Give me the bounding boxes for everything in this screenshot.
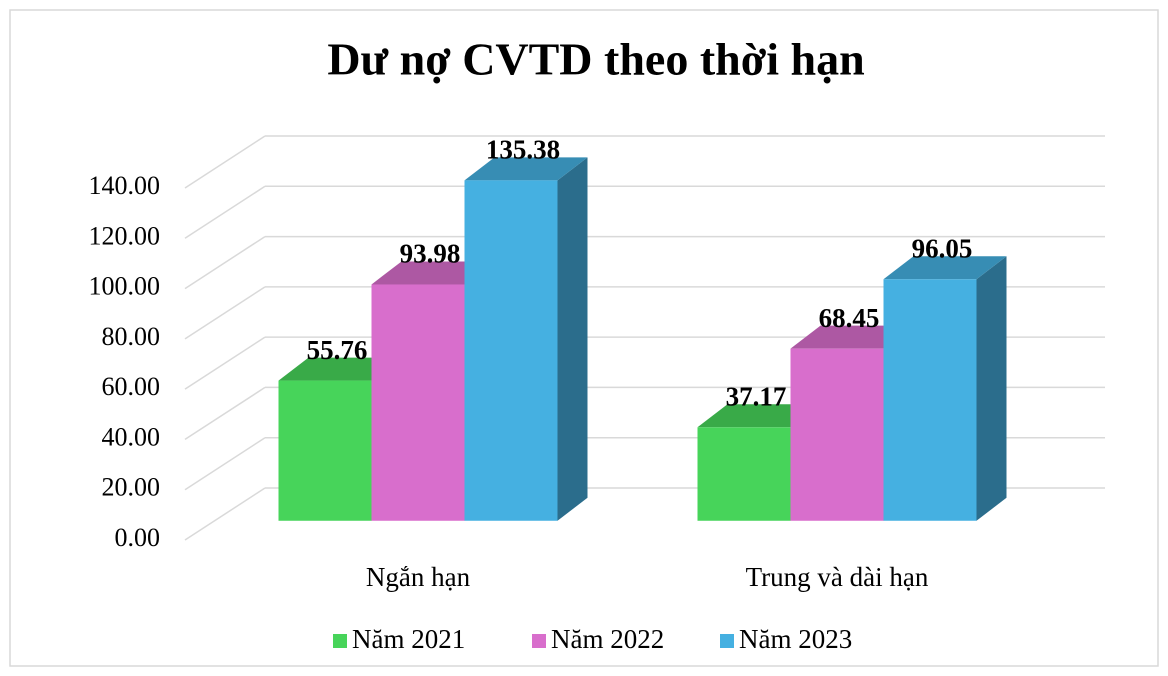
grid-line [184, 336, 266, 390]
y-tick-label: 0.00 [115, 523, 161, 552]
grid-line [184, 487, 266, 541]
bar [883, 279, 977, 521]
data-label: 37.17 [726, 382, 787, 412]
grid-line [184, 135, 266, 189]
legend-label: Năm 2021 [352, 624, 465, 654]
bar [371, 284, 465, 521]
data-label: 135.38 [486, 135, 560, 165]
bar-top [371, 261, 495, 285]
grid-line [184, 286, 266, 340]
y-tick-label: 140.00 [89, 171, 161, 200]
legend-label: Năm 2022 [551, 624, 664, 654]
y-tick-label: 120.00 [89, 221, 161, 250]
grid-line [184, 386, 266, 441]
bar [697, 427, 791, 521]
bar-side [557, 157, 588, 521]
bar-top [697, 404, 821, 428]
y-tick-label: 20.00 [102, 473, 161, 502]
data-label: 93.98 [400, 239, 461, 269]
bar-top [790, 325, 914, 349]
bar-top [883, 256, 1007, 280]
y-tick-label: 60.00 [102, 372, 161, 401]
bar-top [464, 157, 588, 181]
legend-label: Năm 2023 [739, 624, 852, 654]
bar-top [278, 357, 402, 381]
y-tick-label: 80.00 [102, 322, 161, 351]
legend-swatch [333, 634, 347, 648]
bar [464, 180, 558, 521]
grid-line [184, 185, 266, 239]
grid-line [184, 235, 266, 290]
legend-swatch [532, 634, 546, 648]
data-label: 96.05 [912, 233, 973, 263]
x-tick-label: Trung và dài hạn [746, 562, 929, 592]
legend-swatch [720, 634, 734, 648]
bar [278, 380, 372, 521]
data-label: 68.45 [819, 303, 880, 333]
y-tick-label: 100.00 [89, 272, 161, 301]
bar [790, 348, 884, 521]
y-tick-label: 40.00 [102, 422, 161, 451]
chart-title: Dư nợ CVTD theo thời hạn [327, 34, 864, 85]
x-tick-label: Ngắn hạn [366, 562, 471, 592]
bar-side [976, 256, 1007, 521]
grid-line [184, 437, 266, 491]
data-label: 55.76 [307, 335, 368, 365]
